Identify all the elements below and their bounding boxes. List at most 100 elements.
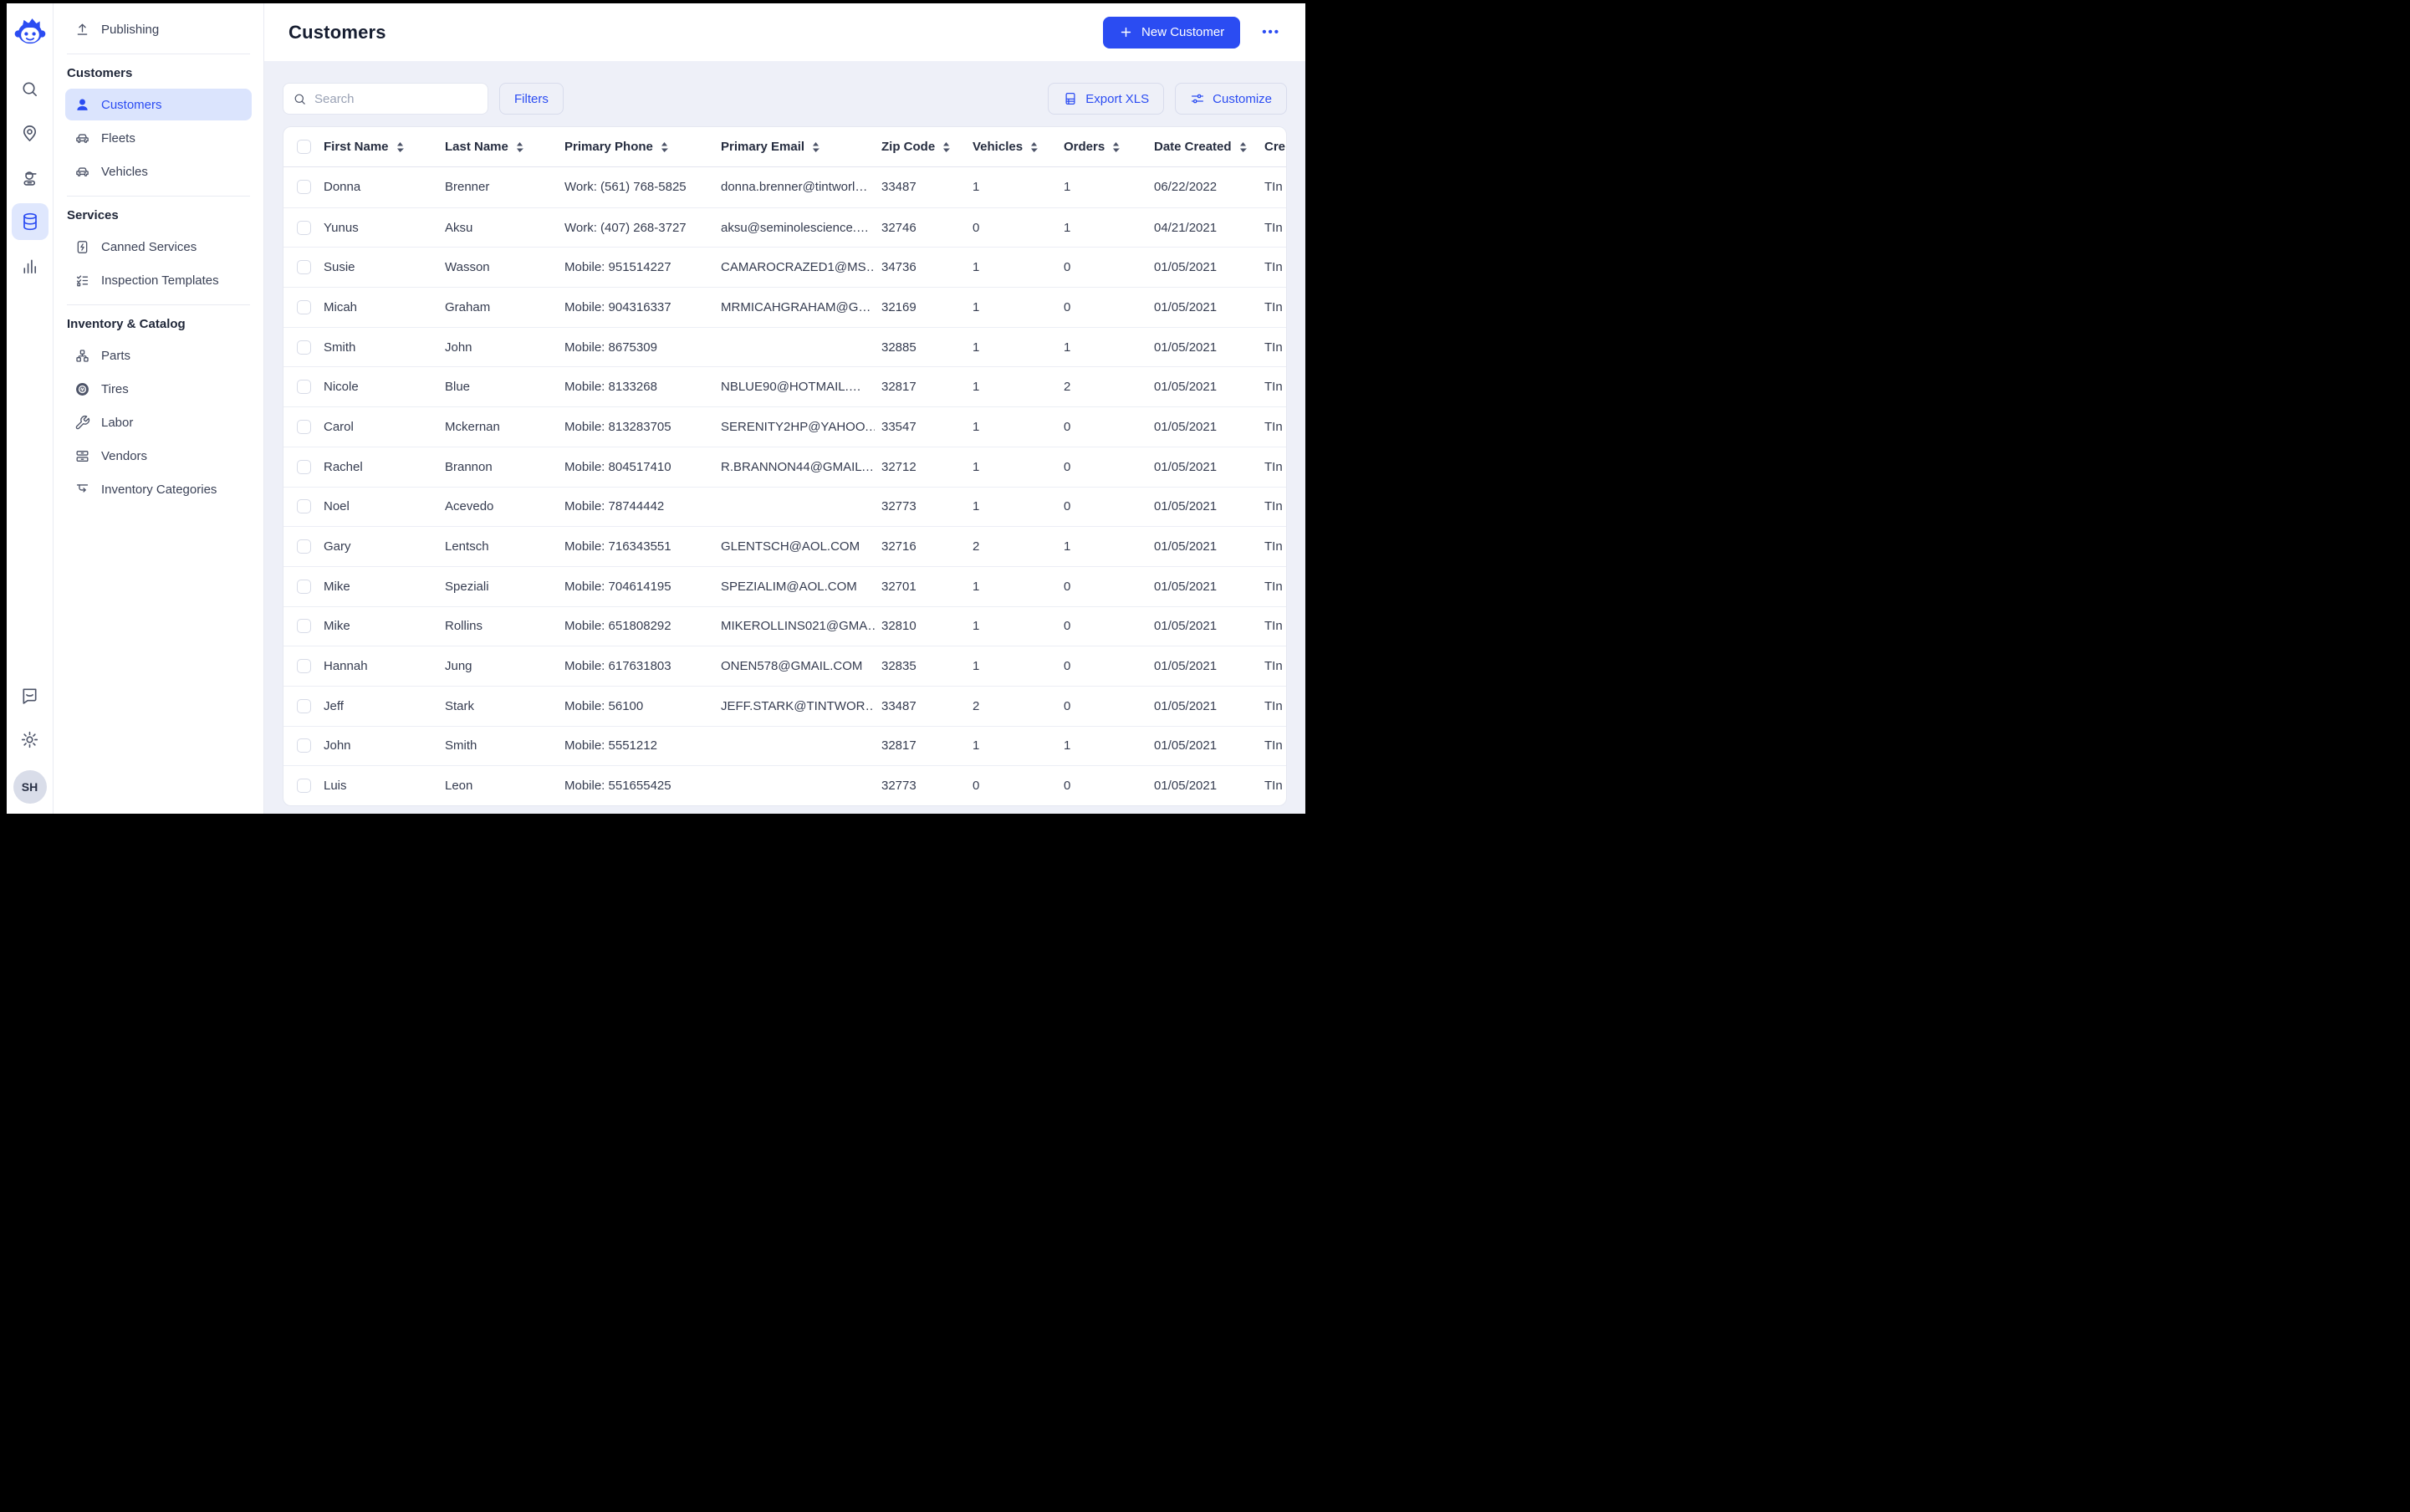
table-row[interactable]: Rachel Brannon Mobile: 804517410 R.BRANN…	[283, 446, 1286, 487]
sort-icon[interactable]	[396, 141, 404, 153]
column-header-created-by[interactable]: Cre	[1264, 140, 1286, 154]
new-customer-button[interactable]: New Customer	[1103, 16, 1241, 49]
plus-icon	[1121, 27, 1131, 38]
table-row[interactable]: Nicole Blue Mobile: 8133268 NBLUE90@HOTM…	[283, 366, 1286, 406]
row-checkbox[interactable]	[297, 459, 311, 474]
sidebar-item-canned-services[interactable]: Canned Services	[65, 231, 252, 263]
sort-icon[interactable]	[516, 141, 523, 153]
cell-vehicles: 1	[973, 180, 980, 195]
row-checkbox[interactable]	[297, 698, 311, 713]
cell-first-name: Carol	[324, 419, 354, 434]
row-checkbox[interactable]	[297, 619, 311, 634]
customize-button[interactable]: Customize	[1175, 83, 1287, 115]
rail-settings-button[interactable]	[12, 721, 49, 758]
cell-orders: 1	[1064, 220, 1071, 235]
table-row[interactable]: Noel Acevedo Mobile: 78744442 32773 1 0 …	[283, 486, 1286, 527]
rail-locations-button[interactable]	[12, 115, 49, 151]
rail-messages-button[interactable]	[12, 677, 49, 713]
cell-orders: 0	[1064, 579, 1071, 594]
sidebar-item-vendors[interactable]: Vendors	[65, 440, 252, 472]
row-checkbox[interactable]	[297, 180, 311, 195]
table-row[interactable]: Smith John Mobile: 8675309 32885 1 1 01/…	[283, 326, 1286, 367]
upload-icon	[77, 23, 88, 35]
table-row[interactable]: Mike Speziali Mobile: 704614195 SPEZIALI…	[283, 565, 1286, 606]
search-input-wrap	[283, 83, 488, 115]
cell-date-created: 04/21/2021	[1154, 220, 1218, 235]
app-logo[interactable]	[13, 15, 47, 49]
row-checkbox[interactable]	[297, 579, 311, 594]
export-xls-button[interactable]: Export XLS	[1048, 83, 1165, 115]
cell-primary-phone: Mobile: 8133268	[564, 380, 657, 395]
table-row[interactable]: Susie Wasson Mobile: 951514227 CAMAROCRA…	[283, 247, 1286, 287]
row-checkbox[interactable]	[297, 779, 311, 794]
select-all-checkbox[interactable]	[297, 140, 311, 154]
sidebar-item-tires[interactable]: Tires	[65, 373, 252, 405]
table-row[interactable]: Carol Mckernan Mobile: 813283705 SERENIT…	[283, 406, 1286, 447]
table-row[interactable]: Micah Graham Mobile: 904316337 MRMICAHGR…	[283, 287, 1286, 327]
sidebar-item-inventory-categories[interactable]: Inventory Categories	[65, 473, 252, 505]
sidebar-item-fleets[interactable]: Fleets	[65, 122, 252, 154]
user-avatar[interactable]: SH	[13, 770, 47, 804]
page-title: Customers	[288, 21, 386, 43]
cell-vehicles: 1	[973, 619, 980, 634]
table-row[interactable]: Luis Leon Mobile: 551655425 32773 0 0 01…	[283, 765, 1286, 805]
row-checkbox[interactable]	[297, 299, 311, 314]
rail-reports-button[interactable]	[12, 248, 49, 284]
table-row[interactable]: Hannah Jung Mobile: 617631803 ONEN578@GM…	[283, 646, 1286, 686]
row-checkbox[interactable]	[297, 380, 311, 395]
column-header-last-name[interactable]: Last Name	[438, 140, 558, 154]
sort-icon[interactable]	[1239, 141, 1247, 153]
row-checkbox[interactable]	[297, 260, 311, 275]
cell-primary-phone: Mobile: 704614195	[564, 579, 671, 594]
sort-icon[interactable]	[812, 141, 820, 153]
database-icon	[23, 212, 37, 231]
sort-icon[interactable]	[1030, 141, 1039, 153]
table-row[interactable]: Jeff Stark Mobile: 56100 JEFF.STARK@TINT…	[283, 685, 1286, 726]
sidebar-item-parts[interactable]: Parts	[65, 340, 252, 371]
table-body: Donna Brenner Work: (561) 768-5825 donna…	[283, 167, 1286, 805]
more-options-icon[interactable]: •••	[1262, 25, 1280, 39]
row-checkbox[interactable]	[297, 738, 311, 753]
sidebar-item-publishing[interactable]: Publishing	[65, 13, 252, 45]
row-checkbox[interactable]	[297, 499, 311, 514]
filters-button[interactable]: Filters	[499, 83, 564, 115]
column-header-primary-email[interactable]: Primary Email	[714, 140, 875, 154]
table-row[interactable]: Yunus Aksu Work: (407) 268-3727 aksu@sem…	[283, 207, 1286, 248]
row-checkbox[interactable]	[297, 539, 311, 554]
sidebar-item-label: Vendors	[101, 448, 148, 463]
table-row[interactable]: John Smith Mobile: 5551212 32817 1 1 01/…	[283, 725, 1286, 766]
column-header-zip-code[interactable]: Zip Code	[875, 140, 966, 154]
column-header-vehicles[interactable]: Vehicles	[966, 140, 1057, 154]
sort-icon[interactable]	[1112, 141, 1121, 153]
sidebar-item-labor[interactable]: Labor	[65, 406, 252, 438]
sidebar-item-label: Customers	[101, 97, 162, 112]
cell-last-name: Leon	[445, 779, 473, 794]
column-header-primary-phone[interactable]: Primary Phone	[558, 140, 714, 154]
sidebar-item-vehicles[interactable]: Vehicles	[65, 156, 252, 187]
cell-date-created: 01/05/2021	[1154, 738, 1218, 753]
column-header-first-name[interactable]: First Name	[317, 140, 438, 154]
row-checkbox[interactable]	[297, 220, 311, 235]
row-checkbox[interactable]	[297, 340, 311, 355]
cell-last-name: Brenner	[445, 180, 490, 195]
rail-technicians-button[interactable]	[12, 159, 49, 196]
sort-icon[interactable]	[942, 141, 951, 153]
cell-vehicles: 2	[973, 698, 980, 713]
row-checkbox[interactable]	[297, 419, 311, 434]
row-checkbox[interactable]	[297, 659, 311, 674]
sidebar-item-inspection-templates[interactable]: Inspection Templates	[65, 264, 252, 296]
cell-orders: 0	[1064, 659, 1071, 674]
rail-data-button[interactable]	[11, 203, 49, 240]
cell-first-name: Mike	[324, 619, 350, 634]
table-row[interactable]: Mike Rollins Mobile: 651808292 MIKEROLLI…	[283, 605, 1286, 646]
column-header-date-created[interactable]: Date Created	[1147, 140, 1258, 154]
table-row[interactable]: Donna Brenner Work: (561) 768-5825 donna…	[283, 167, 1286, 207]
search-input[interactable]	[314, 91, 478, 106]
sort-icon[interactable]	[661, 141, 668, 153]
rail-search-button[interactable]	[12, 70, 49, 107]
table-row[interactable]: Gary Lentsch Mobile: 716343551 GLENTSCH@…	[283, 526, 1286, 566]
cell-first-name: Mike	[324, 579, 350, 594]
column-header-orders[interactable]: Orders	[1057, 140, 1147, 154]
cell-first-name: Luis	[324, 779, 347, 794]
sidebar-item-customers[interactable]: Customers	[65, 89, 252, 120]
